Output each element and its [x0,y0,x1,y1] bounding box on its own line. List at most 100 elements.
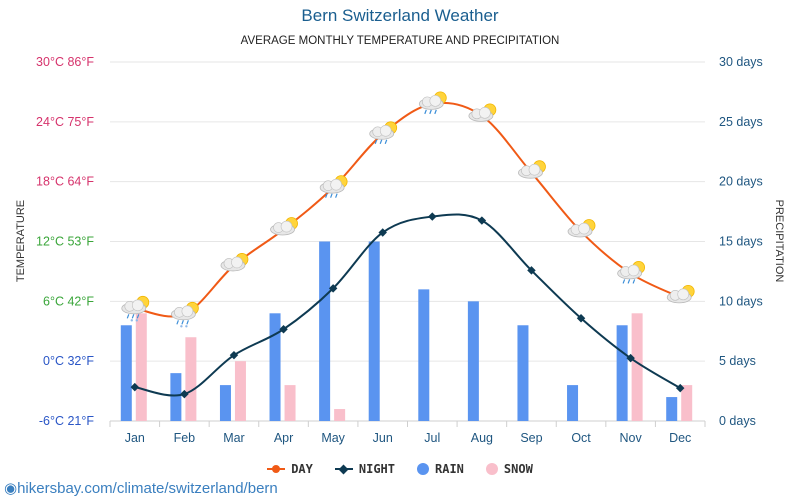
legend-night[interactable]: NIGHT [334,462,395,476]
rain-drop [429,109,432,115]
night-point [328,284,338,293]
night-point [527,266,536,275]
snow-flake [130,319,133,322]
night-point [180,389,189,399]
night-point [378,228,387,237]
snow-bar [135,313,147,421]
right-tick-label: 30 days [719,55,763,69]
rain-drop [181,320,184,325]
legend-snow-label: SNOW [503,462,533,476]
rain-bar [368,241,380,421]
left-tick-label: -6°C 21°F [39,414,95,428]
rain-drop [374,139,378,145]
snow-bar [234,361,246,421]
partly-cloudy-icon [666,284,695,304]
rain-icon [617,261,646,284]
cloud-puff [479,107,491,119]
night-point [626,353,635,363]
rain-snow-icon [170,301,199,328]
cloud-puff [181,305,194,318]
legend-snow[interactable]: SNOW [485,462,533,476]
rain-drop [126,314,130,319]
left-tick-label: 6°C 42°F [43,294,94,308]
rain-snow-icon [121,295,150,322]
x-tick-label: Jul [424,431,440,445]
x-tick-label: Sep [520,431,542,445]
partly-cloudy-icon [468,103,497,122]
left-tick-label: 18°C 64°F [36,175,94,189]
chart-title: Bern Switzerland Weather [301,6,499,25]
snow-bar [334,409,346,421]
rain-drop [632,279,636,284]
cloud-puff [330,178,342,191]
rain-drop [131,314,135,319]
cloud-puff [429,95,442,107]
x-tick-label: Aug [471,431,493,445]
legend-rain[interactable]: RAIN [417,462,464,476]
x-tick-label: May [321,431,345,445]
rain-bar [567,385,579,421]
right-tick-label: 10 days [719,294,763,308]
rain-bar [319,241,331,421]
x-tick-label: Jun [373,431,393,445]
day-line [134,101,681,318]
rain-icon [319,175,348,198]
right-tick-label: 25 days [719,115,763,129]
left-tick-label: 24°C 75°F [36,115,94,129]
watermark-link[interactable]: ◉hikersbay.com/climate/switzerland/bern [4,479,278,497]
rain-bar [120,325,132,421]
x-tick-label: Mar [223,431,245,445]
rain-drop [379,139,383,145]
snow-bar [284,385,296,421]
cloud-puff [131,299,144,312]
cloud-puff [231,256,243,269]
rain-drop [176,320,179,325]
rain-drop [136,314,140,319]
rain-drop [627,279,631,284]
cloud-puff [280,220,293,233]
left-tick-label: 0°C 32°F [43,354,94,368]
rain-drop [325,193,328,198]
cloud-puff [379,125,392,137]
rain-bar [219,385,231,421]
legend: DAY NIGHT RAIN SNOW [0,462,800,476]
x-tick-label: Nov [620,431,643,445]
night-point [576,314,586,323]
x-tick-label: Oct [571,431,591,445]
x-tick-label: Dec [669,431,691,445]
legend-day[interactable]: DAY [267,462,313,476]
rain-drop [335,193,338,198]
night-point [279,325,288,334]
left-tick-label: 12°C 53°F [36,235,94,249]
cloud-puff [528,163,541,176]
rain-icon [418,91,447,115]
rain-drop [434,109,437,115]
snow-bar [185,337,197,421]
rain-icon [369,121,398,145]
day-line-icon [267,465,286,473]
rain-dot-icon [417,463,429,475]
y-axis-title-right: PRECIPITATION [773,200,785,283]
snow-bar [631,313,643,421]
x-tick-label: Jan [125,431,145,445]
cloud-puff [677,288,690,301]
left-tick-label: 30°C 86°F [36,55,94,69]
legend-rain-label: RAIN [435,462,464,476]
right-tick-label: 5 days [719,354,756,368]
night-point [675,383,685,393]
partly-cloudy-icon [220,253,249,272]
rain-bar [517,325,529,421]
partly-cloudy-icon [270,217,298,236]
rain-bar [616,325,628,421]
legend-night-label: NIGHT [358,462,395,476]
night-line-icon [334,464,353,474]
rain-bar [170,373,182,421]
rain-drop [330,193,333,198]
night-point [428,212,437,221]
right-tick-label: 20 days [719,175,763,189]
legend-day-label: DAY [291,462,313,476]
snow-dot-icon [485,463,498,475]
snow-bar [681,385,693,421]
cloud-puff [627,264,640,277]
night-point [130,382,140,392]
